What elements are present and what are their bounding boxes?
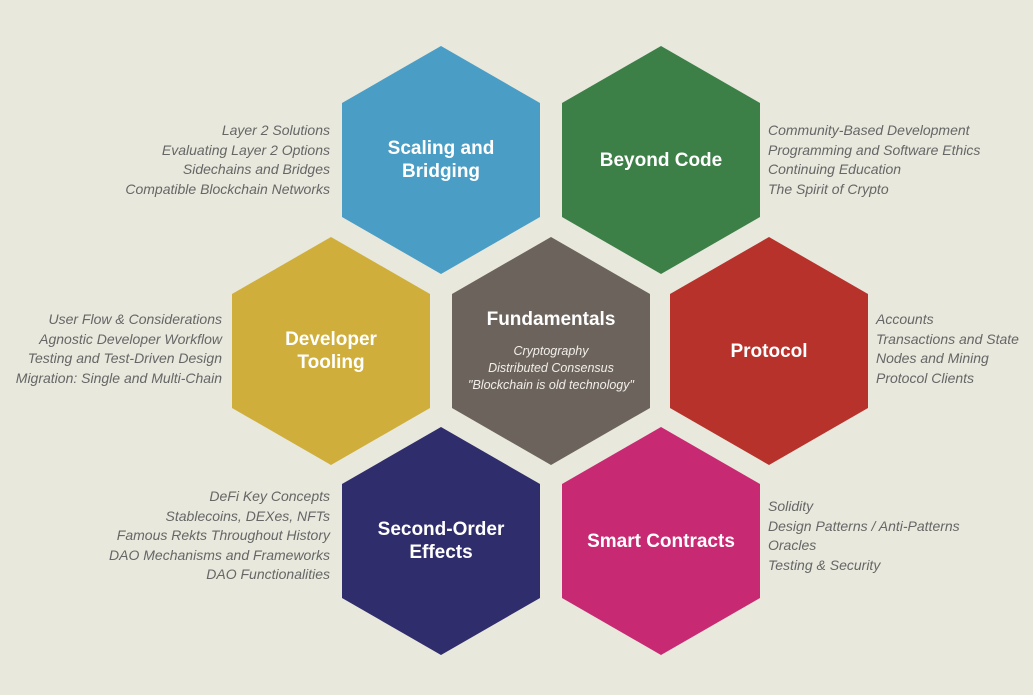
hexagon-shape — [452, 237, 650, 465]
topic-item: Transactions and State — [876, 330, 1019, 347]
topic-item: Design Patterns / Anti-Patterns — [768, 517, 960, 534]
topic-item: Oracles — [768, 537, 817, 554]
topic-item: Stablecoins, DEXes, NFTs — [165, 507, 330, 524]
hexagon-subtopics: Cryptography Distributed Consensus "Blockc… — [468, 343, 634, 394]
hexagon-title: Fundamentals — [486, 309, 616, 330]
hexagon-title: Second-Order Effects — [377, 519, 505, 563]
topic-item: Evaluating Layer 2 Options — [161, 141, 330, 158]
hexagon-shape — [562, 427, 760, 655]
hexagon-shape — [342, 46, 540, 274]
hexagon-title: Scaling and Bridging — [387, 138, 495, 182]
topic-item: Accounts — [876, 311, 934, 327]
hexagon-subtopic: Distributed Consensus — [488, 361, 614, 375]
topic-list-effects: DeFi Key Concepts Stablecoins, DEXes, NFT… — [109, 487, 330, 585]
hexagon-content: Smart Contracts — [562, 427, 760, 655]
topic-item: Agnostic Developer Workflow — [39, 330, 222, 347]
topic-item: Programming and Software Ethics — [768, 141, 981, 158]
topic-list-beyond: Community-Based Development Programming a… — [768, 121, 980, 199]
topic-item: DeFi Key Concepts — [209, 488, 330, 504]
topic-item: Compatible Blockchain Networks — [125, 180, 330, 197]
topic-item: Layer 2 Solutions — [221, 122, 330, 138]
hexagon-contracts: Smart Contracts — [562, 427, 760, 655]
hexagon-scaling: Scaling and Bridging — [342, 46, 540, 274]
topic-item: Famous Rekts Throughout History — [116, 527, 330, 544]
topic-item: DAO Mechanisms and Frameworks — [109, 546, 330, 563]
topic-item: Testing and Test-Driven Design — [27, 350, 222, 367]
hexagon-content: Developer Tooling — [232, 237, 430, 465]
topic-item: Community-Based Development — [768, 122, 970, 138]
hexagon-fundamentals: Fundamentals Cryptography Distributed Cons… — [452, 237, 650, 465]
hexagon-content: Scaling and Bridging — [342, 46, 540, 274]
topic-list-protocol: Accounts Transactions and State Nodes and … — [876, 310, 1019, 388]
topic-item: Testing & Security — [768, 556, 881, 573]
hexagon-shape — [562, 46, 760, 274]
hexagon-tooling: Developer Tooling — [232, 237, 430, 465]
topic-item: Migration: Single and Multi-Chain — [15, 369, 222, 386]
hexagon-subtopic: "Blockchain is old technology" — [468, 378, 634, 392]
hexagon-shape — [670, 237, 868, 465]
topic-item: Continuing Education — [768, 161, 902, 178]
hexagon-title: Smart Contracts — [587, 530, 735, 552]
hexagon-subtopic: Cryptography — [513, 344, 589, 358]
topic-list-scaling: Layer 2 Solutions Evaluating Layer 2 Opti… — [125, 121, 330, 199]
topic-item: DAO Functionalities — [206, 566, 330, 583]
hexagon-title: Beyond Code — [599, 149, 723, 171]
hexagon-shape — [342, 427, 540, 655]
topic-item: Sidechains and Bridges — [182, 161, 330, 178]
hexagon-title: Protocol — [730, 340, 808, 362]
hexagon-shape — [232, 237, 430, 465]
topic-item: Nodes and Mining — [876, 350, 989, 367]
topic-item: Solidity — [768, 498, 814, 514]
hexagon-title: Developer Tooling — [285, 329, 377, 373]
topic-list-tooling: User Flow & Considerations Agnostic Devel… — [16, 310, 222, 388]
hexagon-effects: Second-Order Effects — [342, 427, 540, 655]
topic-list-contracts: Solidity Design Patterns / Anti-Patterns O… — [768, 497, 960, 575]
hexagon-content: Beyond Code — [562, 46, 760, 274]
hexagon-content: Fundamentals Cryptography Distributed Cons… — [452, 237, 650, 465]
topic-item: The Spirit of Crypto — [768, 180, 889, 197]
hexagon-content: Second-Order Effects — [342, 427, 540, 655]
topic-item: User Flow & Considerations — [48, 311, 222, 327]
hexagon-content: Protocol — [670, 237, 868, 465]
hexagon-beyond: Beyond Code — [562, 46, 760, 274]
topic-item: Protocol Clients — [876, 369, 975, 386]
hexagon-protocol: Protocol — [670, 237, 868, 465]
